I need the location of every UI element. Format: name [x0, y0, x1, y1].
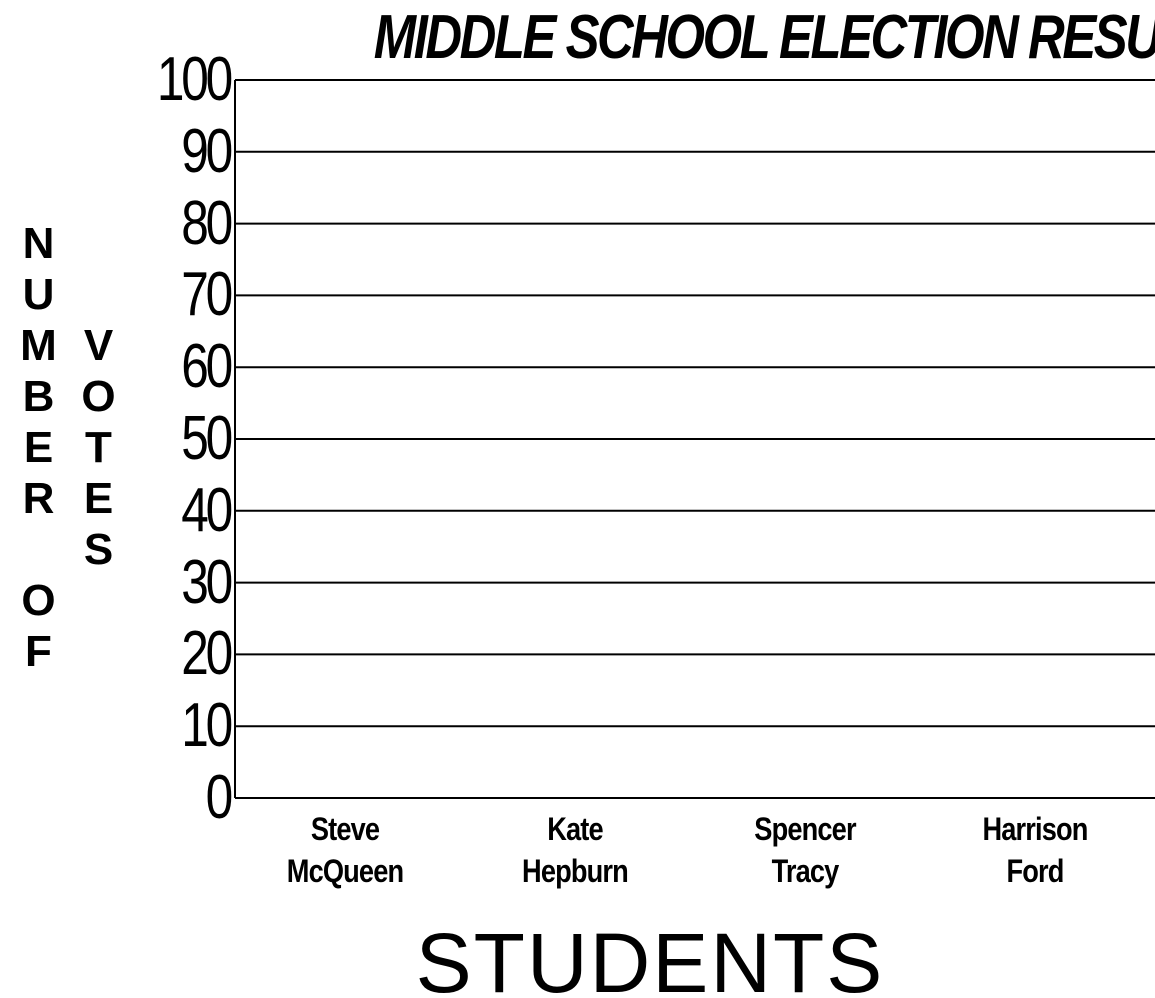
chart-title: MIDDLE SCHOOL ELECTION RESULTS — [373, 3, 1155, 72]
y-tick-label: 20 — [181, 619, 233, 689]
y-tick-label: 70 — [181, 260, 233, 330]
x-tick-label: Spencer Tracy — [754, 811, 856, 889]
y-tick-label: 80 — [181, 188, 233, 258]
x-tick-label: Harrison Ford — [982, 811, 1088, 889]
x-tick-label: Kate Hepburn — [522, 811, 629, 889]
y-tick-label: 30 — [181, 547, 233, 617]
y-tick-label: 10 — [181, 691, 233, 761]
y-tick-label: 100 — [156, 45, 233, 114]
y-tick-label: 60 — [181, 332, 233, 402]
y-tick-label: 40 — [181, 475, 233, 545]
y-axis-label: NUMBER OF VOTES — [14, 218, 123, 678]
x-axis-label: STUDENTS — [415, 916, 885, 998]
y-tick-label: 0 — [205, 763, 234, 832]
y-tick-label: 50 — [181, 404, 233, 473]
y-tick-label: 90 — [181, 116, 233, 186]
x-tick-label: Steve McQueen — [286, 811, 404, 889]
